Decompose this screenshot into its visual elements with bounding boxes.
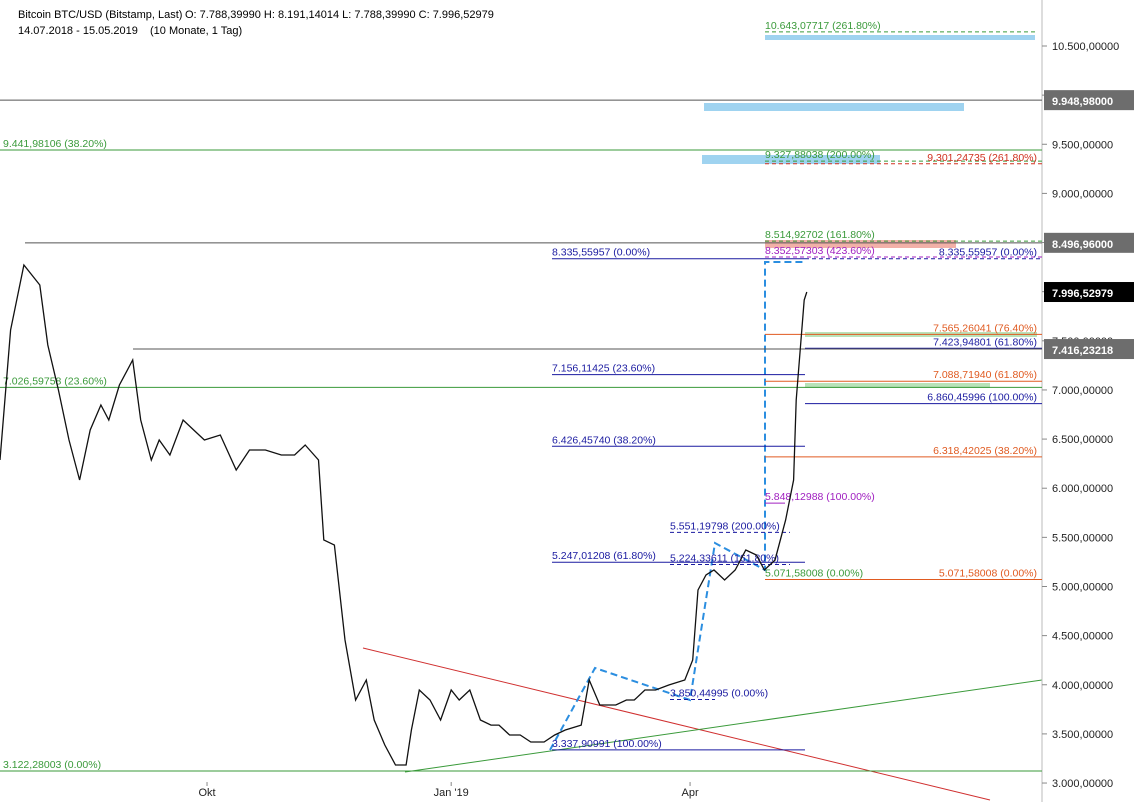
y-tick-label: 4.500,00000 bbox=[1052, 631, 1113, 643]
level-label: 3.850,44995 (0.00%) bbox=[670, 687, 768, 699]
level-label: 5.247,01208 (61.80%) bbox=[552, 550, 656, 562]
y-tick-label: 4.000,00000 bbox=[1052, 680, 1113, 692]
zone-box bbox=[765, 35, 1035, 40]
level-label: 7.565,26041 (76.40%) bbox=[933, 322, 1037, 334]
zone-box bbox=[765, 240, 956, 248]
y-tick-label: 5.000,00000 bbox=[1052, 581, 1113, 593]
header-title: Bitcoin BTC/USD (Bitstamp, Last) bbox=[18, 9, 182, 21]
level-label: 9.301,24735 (261.80%) bbox=[927, 152, 1037, 164]
price-line-series bbox=[0, 263, 808, 766]
price-badge bbox=[1044, 282, 1134, 303]
trend-line bbox=[404, 679, 1043, 773]
level-label: 7.156,11425 (23.60%) bbox=[552, 363, 655, 375]
y-tick-label: 3.500,00000 bbox=[1052, 729, 1113, 741]
level-label: 5.071,58008 (0.00%) bbox=[939, 567, 1037, 579]
header-period: 14.07.2018 - 15.05.2019 bbox=[18, 25, 138, 37]
x-tick-label: Okt bbox=[198, 787, 215, 799]
level-label: 3.122,28003 (0.00%) bbox=[3, 759, 101, 771]
level-label: 8.335,55957 (0.00%) bbox=[552, 247, 650, 259]
y-tick-label: 6.000,00000 bbox=[1052, 483, 1113, 495]
level-label: 5.848,12988 (100.00%) bbox=[765, 491, 875, 503]
level-label: 6.426,45740 (38.20%) bbox=[552, 434, 656, 446]
level-label: 7.423,94801 (61.80%) bbox=[933, 336, 1037, 348]
y-tick-label: 3.000,00000 bbox=[1052, 778, 1113, 790]
level-label: 7.088,71940 (61.80%) bbox=[933, 369, 1037, 381]
level-label: 9.441,98106 (38.20%) bbox=[3, 138, 107, 150]
y-tick-label: 6.500,00000 bbox=[1052, 434, 1113, 446]
price-badge bbox=[1044, 339, 1134, 360]
price-badge-label: 9.948,98000 bbox=[1052, 96, 1113, 108]
zone-box bbox=[805, 383, 990, 388]
level-label: 7.026,59758 (23.60%) bbox=[3, 375, 107, 387]
level-label: 6.860,45996 (100.00%) bbox=[927, 392, 1037, 404]
header-span: (10 Monate, 1 Tag) bbox=[150, 25, 242, 37]
wave-pattern bbox=[549, 261, 805, 751]
y-tick-label: 7.000,00000 bbox=[1052, 385, 1113, 397]
price-badge-label: 8.496,96000 bbox=[1052, 239, 1113, 251]
trend-line bbox=[362, 647, 991, 801]
level-label: 6.318,42025 (38.20%) bbox=[933, 445, 1037, 457]
x-tick-label: Jan '19 bbox=[434, 787, 469, 799]
level-label: 8.335,55957 (0.00%) bbox=[939, 247, 1037, 259]
plot: 3.000,00000 3.500,00000 4.000,00000 4.500,0… bbox=[0, 20, 1134, 799]
price-badge bbox=[1044, 90, 1134, 111]
price-badge-label: 7.996,52979 bbox=[1052, 288, 1113, 300]
y-tick-label: 9.500,00000 bbox=[1052, 139, 1113, 151]
level-label: 8.514,92702 (161.80%) bbox=[765, 229, 875, 241]
price-badge-label: 7.416,23218 bbox=[1052, 345, 1113, 357]
zone-box bbox=[704, 103, 964, 111]
y-tick-label: 9.000,00000 bbox=[1052, 188, 1113, 200]
y-tick-label: 5.500,00000 bbox=[1052, 532, 1113, 544]
level-label: 9.327,88038 (200.00%) bbox=[765, 149, 875, 161]
header-ohlc: O: 7.788,39990 H: 8.191,14014 L: 7.788,3… bbox=[185, 9, 494, 21]
price-badge bbox=[1044, 232, 1134, 253]
level-label: 5.551,19798 (200.00%) bbox=[670, 520, 780, 532]
level-label: 3.337,90991 (100.00%) bbox=[552, 738, 662, 750]
level-label: 10.643,07717 (261.80%) bbox=[765, 20, 881, 32]
y-tick-label: 10.500,00000 bbox=[1052, 41, 1119, 53]
x-tick-label: Apr bbox=[682, 787, 699, 799]
level-label: 8.352,57303 (423.60%) bbox=[765, 245, 875, 257]
zone-box bbox=[702, 155, 880, 164]
level-label: 5.071,58008 (0.00%) bbox=[765, 567, 863, 579]
level-label: 5.224,33611 (161.80%) bbox=[670, 552, 779, 564]
